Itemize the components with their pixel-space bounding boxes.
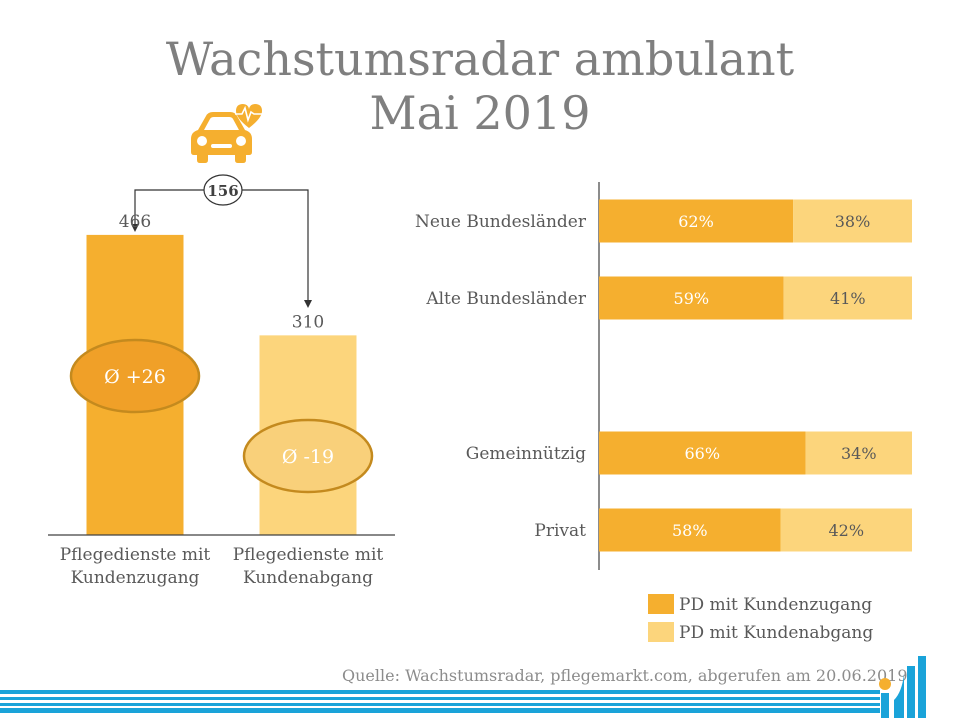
segment-2-2 xyxy=(783,276,912,320)
average-ellipse-2 xyxy=(242,418,374,494)
left-bar-chart: 466 Ø +26 Pflegedienste mit Kundenzugang 310… xyxy=(48,212,395,588)
segment-label-2-2: 41% xyxy=(830,289,866,308)
average-label-2: Ø -19 xyxy=(282,446,334,468)
pflegemarkt-logo xyxy=(879,656,926,718)
row-label-3: Gemeinnützig xyxy=(466,444,586,464)
car-health-icon xyxy=(191,104,263,163)
bar-value-label-2: 310 xyxy=(292,312,324,332)
average-label-1: Ø +26 xyxy=(104,366,166,388)
source-note: Quelle: Wachstumsradar, pflegemarkt.com,… xyxy=(342,666,908,685)
legend-swatch-2 xyxy=(648,622,674,642)
difference-connector: 156 xyxy=(131,174,312,308)
difference-label: 156 xyxy=(207,182,238,200)
segment-4-2 xyxy=(780,508,912,552)
segment-label-1-1: 62% xyxy=(678,212,714,231)
chart-title: Wachstumsradar ambulant Mai 2019 xyxy=(0,32,960,140)
title-line-1: Wachstumsradar ambulant xyxy=(165,32,795,86)
segment-label-3-2: 34% xyxy=(841,444,877,463)
legend-label-1: PD mit Kundenzugang xyxy=(679,595,872,615)
row-label-4: Privat xyxy=(534,521,586,541)
title-line-2: Mai 2019 xyxy=(369,86,591,140)
segment-1-1 xyxy=(599,199,794,243)
segment-3-2 xyxy=(805,431,912,475)
category-label-1-line-2: Kundenzugang xyxy=(71,568,200,588)
legend: PD mit Kundenzugang PD mit Kundenabgang xyxy=(648,594,873,643)
average-ellipse-1 xyxy=(69,338,201,414)
segment-label-4-2: 42% xyxy=(828,521,864,540)
category-label-1-line-1: Pflegedienste mit xyxy=(60,545,211,565)
arrowhead-right xyxy=(304,300,312,308)
legend-swatch-1 xyxy=(648,594,674,614)
segment-4-1 xyxy=(599,508,781,552)
bar-value-label-1: 466 xyxy=(119,212,151,232)
segment-1-2 xyxy=(793,199,912,243)
footer-stripes xyxy=(0,690,880,713)
segment-label-4-1: 58% xyxy=(672,521,708,540)
category-label-2-line-2: Kundenabgang xyxy=(243,568,373,588)
segment-label-3-1: 66% xyxy=(685,444,721,463)
arrowhead-left xyxy=(131,224,139,232)
category-label-2-line-1: Pflegedienste mit xyxy=(233,545,384,565)
row-label-1: Neue Bundesländer xyxy=(415,212,587,232)
segment-label-1-2: 38% xyxy=(835,212,871,231)
difference-bubble xyxy=(203,174,243,206)
legend-label-2: PD mit Kundenabgang xyxy=(679,623,873,643)
segment-3-1 xyxy=(599,431,806,475)
row-label-2: Alte Bundesländer xyxy=(425,289,587,309)
right-stacked-bar-chart: Neue Bundesländer 62% 38% Alte Bundesländer… xyxy=(415,182,912,570)
segment-2-1 xyxy=(599,276,784,320)
segment-label-2-1: 59% xyxy=(674,289,710,308)
